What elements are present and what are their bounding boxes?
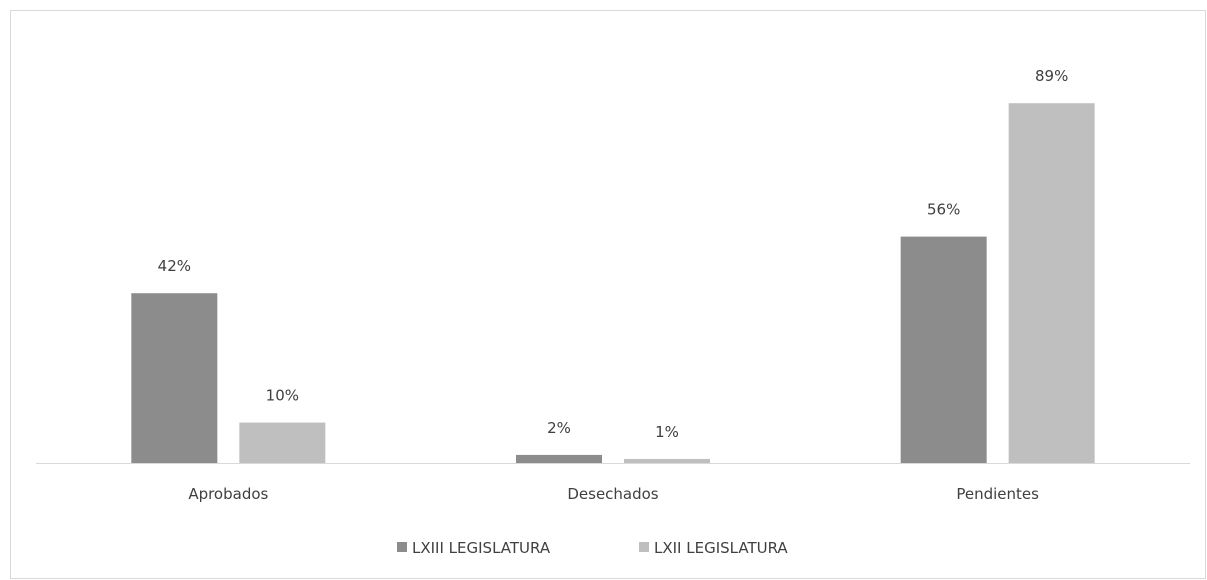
data-label: 10% [266, 387, 299, 405]
legend-swatch [397, 542, 407, 552]
data-label: 1% [655, 423, 679, 441]
bar-desechados-series-2 [624, 458, 710, 463]
data-label: 42% [158, 257, 191, 275]
bar-aprobados-series-2 [239, 422, 326, 463]
data-labels-group: 42% 10% 2% 1% 56% 89% [158, 67, 1069, 441]
legend-label: LXII LEGISLATURA [654, 539, 788, 557]
data-label: 89% [1035, 67, 1068, 85]
bar-desechados-series-1 [516, 454, 602, 463]
category-label: Desechados [567, 485, 658, 503]
bar-aprobados-series-1 [131, 293, 218, 463]
category-labels-group: Aprobados Desechados Pendientes [188, 485, 1039, 503]
legend-label: LXIII LEGISLATURA [412, 539, 551, 557]
bar-pendientes-series-2 [1008, 103, 1095, 463]
category-label: Aprobados [188, 485, 268, 503]
legend: LXIII LEGISLATURA LXII LEGISLATURA [397, 539, 788, 557]
category-label: Pendientes [956, 485, 1039, 503]
bars-group [131, 103, 1095, 463]
legend-swatch [639, 542, 649, 552]
data-label: 2% [547, 419, 571, 437]
bar-pendientes-series-1 [900, 236, 987, 463]
data-label: 56% [927, 201, 960, 219]
